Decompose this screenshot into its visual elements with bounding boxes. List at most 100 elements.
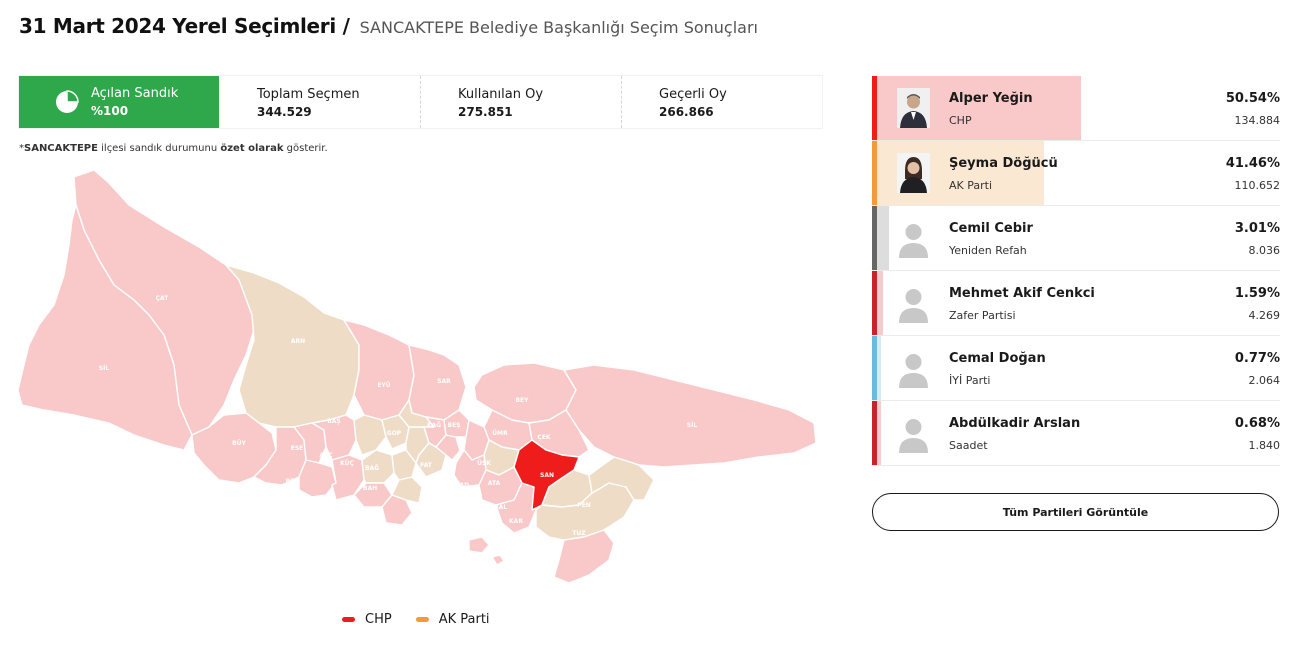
used-votes-value: 275.851 bbox=[458, 105, 513, 119]
map-note-emphasis: özet olarak bbox=[220, 143, 284, 154]
candidate-photo-icon bbox=[897, 88, 930, 128]
candidate-name: Abdülkadir Arslan bbox=[949, 416, 1081, 431]
candidate-row-6[interactable]: Abdülkadir Arslan Saadet 0.68% 1.840 bbox=[872, 401, 1280, 466]
candidate-party: İYİ Parti bbox=[949, 374, 991, 387]
candidate-name: Mehmet Akif Cenkci bbox=[949, 286, 1095, 301]
label-sancaktepe: SAN bbox=[540, 472, 554, 479]
candidate-percent: 0.77% bbox=[1234, 351, 1280, 366]
map-note: *SANCAKTEPE ilçesi sandık durumunu özet … bbox=[19, 143, 328, 154]
label-uskudar: ÜSK bbox=[477, 460, 491, 467]
page-subtitle: SANCAKTEPE Belediye Başkanlığı Seçim Son… bbox=[359, 18, 758, 37]
candidate-party: CHP bbox=[949, 114, 972, 127]
label-pendik: PEN bbox=[577, 502, 591, 509]
legend-label-ak-parti: AK Parti bbox=[438, 612, 490, 627]
district-fatih[interactable] bbox=[415, 442, 447, 478]
district-adalar[interactable] bbox=[468, 536, 490, 554]
opened-ballot-box-label: Açılan Sandık bbox=[91, 85, 179, 101]
candidate-percent: 1.59% bbox=[1234, 286, 1280, 301]
candidate-votes: 2.064 bbox=[1248, 374, 1281, 387]
used-votes-label: Kullanılan Oy bbox=[458, 87, 544, 102]
page-title: 31 Mart 2024 Yerel Seçimleri / bbox=[19, 14, 350, 38]
candidate-party: Yeniden Refah bbox=[949, 244, 1027, 257]
map-note-text1: ilçesi sandık durumunu bbox=[97, 143, 221, 154]
candidate-photo-icon bbox=[897, 153, 930, 193]
party-color-stripe bbox=[872, 141, 877, 205]
vote-share-bar bbox=[877, 336, 881, 400]
person-placeholder-icon bbox=[897, 413, 930, 453]
candidate-percent: 50.54% bbox=[1225, 91, 1280, 106]
legend-item-chp: CHP bbox=[342, 612, 392, 627]
candidate-party: Zafer Partisi bbox=[949, 309, 1016, 322]
candidate-votes: 4.269 bbox=[1248, 309, 1281, 322]
label-besiktas: BEŞ bbox=[448, 422, 461, 429]
district-avcilar[interactable] bbox=[298, 459, 337, 498]
district-pendik-east[interactable] bbox=[588, 456, 655, 501]
candidate-row-5[interactable]: Cemal Doğan İYİ Parti 0.77% 2.064 bbox=[872, 336, 1280, 401]
candidate-votes: 134.884 bbox=[1234, 114, 1281, 127]
istanbul-district-map: ÇAT SİL ARN BÜY EYÜ SAR BEY SİL ÇEK SAN … bbox=[17, 169, 817, 584]
show-all-parties-button[interactable]: Tüm Partileri Görüntüle bbox=[872, 493, 1279, 531]
total-voters-label: Toplam Seçmen bbox=[257, 87, 360, 102]
label-gaziosmanpasa: GOP bbox=[387, 430, 402, 437]
district-sultangazi[interactable] bbox=[353, 414, 387, 456]
stats-bar: Açılan Sandık %100 Toplam Seçmen 344.529… bbox=[19, 76, 822, 128]
candidate-row-2[interactable]: Şeyma Döğücü AK Parti 41.46% 110.652 bbox=[872, 141, 1280, 206]
candidate-row-1[interactable]: Alper Yeğin CHP 50.54% 134.884 bbox=[872, 76, 1280, 141]
label-beykoz: BEY bbox=[515, 397, 529, 404]
vote-share-bar bbox=[877, 271, 884, 335]
district-zeytinburnu[interactable] bbox=[391, 476, 423, 504]
candidate-percent: 0.68% bbox=[1234, 416, 1280, 431]
label-kagithane: KAĞ bbox=[427, 422, 441, 429]
candidate-votes: 110.652 bbox=[1234, 179, 1281, 192]
candidate-party: Saadet bbox=[949, 439, 988, 452]
label-basaksehir: BAŞ bbox=[327, 418, 341, 425]
map-note-text2: gösterir. bbox=[283, 143, 328, 154]
valid-votes-stat: Geçerli Oy 266.866 bbox=[621, 76, 822, 128]
person-placeholder-icon bbox=[897, 283, 930, 323]
label-avcilar: AVC bbox=[319, 452, 333, 459]
legend-swatch-chp bbox=[342, 617, 355, 622]
opened-ballot-box-value: %100 bbox=[91, 103, 129, 118]
district-sile[interactable] bbox=[563, 364, 817, 468]
district-bagcilar[interactable] bbox=[361, 449, 395, 484]
valid-votes-value: 266.866 bbox=[659, 105, 714, 119]
label-catalca: ÇAT bbox=[156, 295, 170, 302]
district-tuzla[interactable] bbox=[553, 529, 615, 584]
vote-share-bar bbox=[877, 401, 881, 465]
label-silivri: SİL bbox=[99, 365, 110, 372]
district-basaksehir[interactable] bbox=[311, 414, 357, 461]
used-votes-stat: Kullanılan Oy 275.851 bbox=[420, 76, 621, 128]
label-umraniye: ÜMR bbox=[492, 430, 508, 437]
legend-label-chp: CHP bbox=[365, 612, 392, 627]
party-color-stripe bbox=[872, 76, 877, 140]
label-esenyurt: ESE bbox=[291, 445, 304, 452]
candidate-name: Şeyma Döğücü bbox=[949, 156, 1058, 171]
label-sariyer: SAR bbox=[437, 378, 451, 385]
label-maltepe: MAL bbox=[493, 504, 508, 511]
page-header: 31 Mart 2024 Yerel Seçimleri / SANCAKTEP… bbox=[19, 14, 758, 44]
party-color-stripe bbox=[872, 336, 877, 400]
candidate-name: Alper Yeğin bbox=[949, 91, 1033, 106]
candidate-row-3[interactable]: Cemil Cebir Yeniden Refah 3.01% 8.036 bbox=[872, 206, 1280, 271]
label-buyukcekmece: BÜY bbox=[232, 440, 246, 447]
vote-share-bar bbox=[877, 206, 890, 270]
label-atasehir: ATA bbox=[488, 480, 501, 487]
candidate-percent: 3.01% bbox=[1234, 221, 1280, 236]
party-color-stripe bbox=[872, 401, 877, 465]
label-beylikduzu: BEY bbox=[285, 478, 299, 485]
candidate-results: Alper Yeğin CHP 50.54% 134.884 Şeyma Döğ… bbox=[872, 76, 1280, 466]
valid-votes-label: Geçerli Oy bbox=[659, 87, 727, 102]
opened-ballot-box-text: Açılan Sandık %100 bbox=[91, 86, 178, 119]
map-note-district: SANCAKTEPE bbox=[24, 143, 98, 154]
candidate-row-4[interactable]: Mehmet Akif Cenkci Zafer Partisi 1.59% 4… bbox=[872, 271, 1280, 336]
person-placeholder-icon bbox=[897, 348, 930, 388]
candidate-percent: 41.46% bbox=[1225, 156, 1280, 171]
district-adalar-small[interactable] bbox=[491, 554, 505, 566]
total-voters-stat: Toplam Seçmen 344.529 bbox=[219, 76, 420, 128]
pie-chart-icon bbox=[56, 90, 79, 113]
label-arnavutkoy: ARN bbox=[291, 338, 305, 345]
label-cekmekoy: ÇEK bbox=[537, 434, 551, 441]
label-bagcilar: BAĞ bbox=[365, 465, 379, 472]
person-placeholder-icon bbox=[897, 218, 930, 258]
district-silivri[interactable] bbox=[17, 204, 193, 451]
